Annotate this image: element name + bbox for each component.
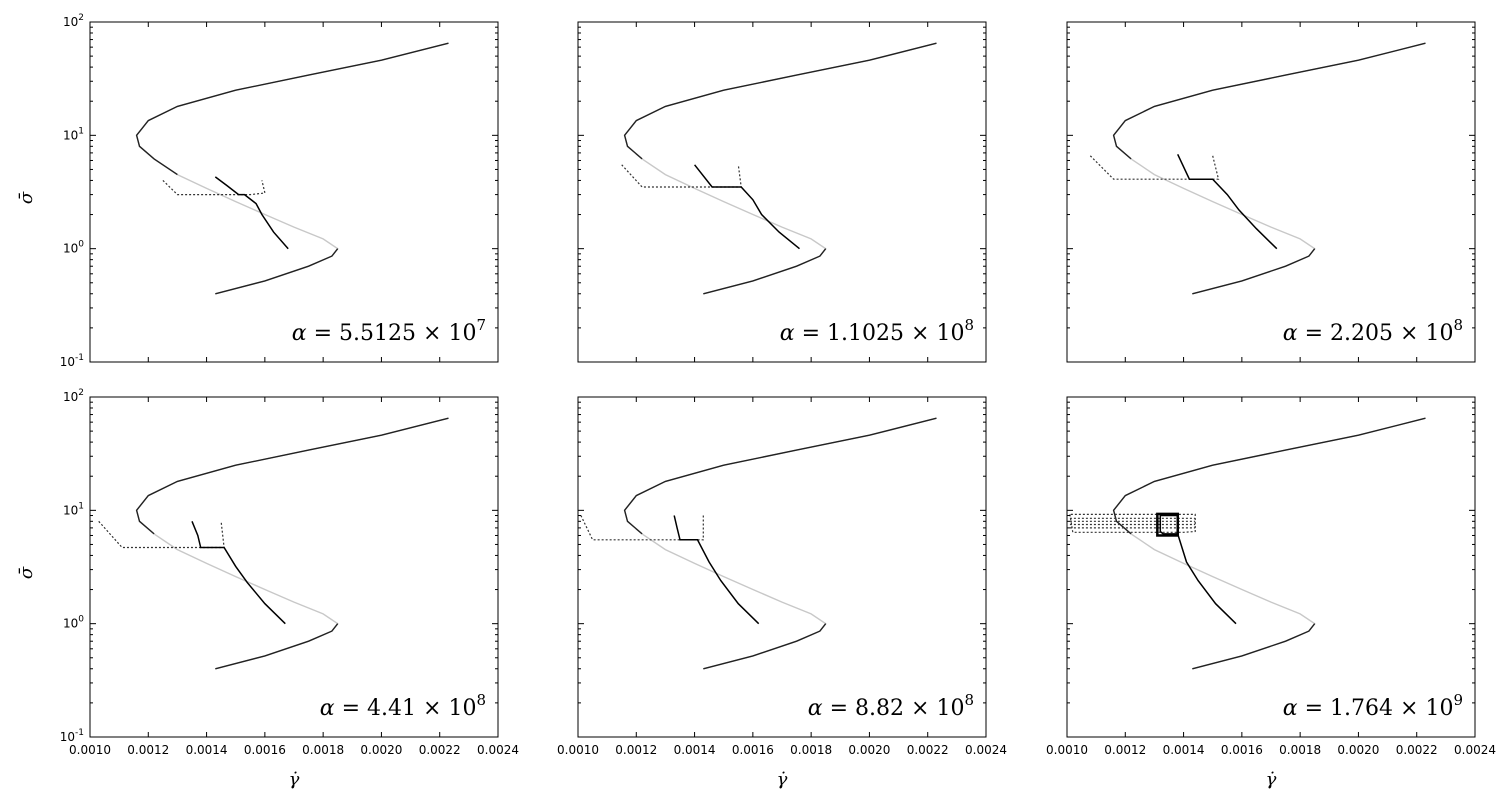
x-tick-label: 0.0018 [302, 743, 344, 757]
solid-trajectory [214, 176, 289, 250]
dotted-trajectory [580, 515, 704, 541]
flow-curve-stable-lower [703, 248, 827, 295]
dotted-trajectory [1089, 155, 1220, 180]
panel-4: 0.0010 0.0012 0.0014 0.0016 0.0018 0.0020 0.00… [16, 388, 519, 790]
flow-curve-stable-upper [1112, 417, 1426, 535]
y-tick-label: 10-1 [60, 728, 84, 744]
x-axis-label: γ̇ [1266, 769, 1277, 790]
x-tick-label: 0.0014 [1163, 743, 1205, 757]
flow-curve-unstable [1112, 417, 1426, 670]
y-tick-label: 102 [63, 13, 84, 29]
alpha-annotation: α = 8.82 × 108 [808, 691, 974, 721]
alpha-annotation: α = 1.764 × 109 [1283, 691, 1463, 721]
x-tick-label: 0.0018 [790, 743, 832, 757]
x-tick-label: 0.0012 [127, 743, 169, 757]
plot-area [621, 42, 937, 295]
axes-frame [89, 21, 499, 363]
x-tick-label: 0.0010 [557, 743, 599, 757]
flow-curve-stable-lower [703, 623, 827, 670]
axes-frame [577, 396, 987, 738]
flow-curve-stable-upper [623, 417, 937, 535]
axes-frame [1066, 21, 1476, 363]
flow-curve-stable-lower [215, 248, 339, 295]
y-tick-label: 100 [63, 615, 84, 631]
alpha-annotation: α = 4.41 × 108 [320, 691, 486, 721]
alpha-annotation: α = 2.205 × 108 [1283, 316, 1463, 346]
plot-area [98, 417, 449, 670]
y-tick-label: 101 [63, 501, 84, 517]
flow-curve-unstable [1112, 42, 1426, 295]
alpha-annotation: α = 1.1025 × 108 [780, 316, 974, 346]
plot-area [135, 42, 449, 295]
panel-1: 10-1 100 101 102 σ̄ α = 5.5125 × 107 [16, 13, 499, 369]
x-tick-label: 0.0024 [965, 743, 1007, 757]
dotted-trajectory [98, 520, 225, 549]
dotted-trajectory [621, 164, 742, 188]
panel-3: α = 2.205 × 108 [1066, 21, 1476, 363]
x-tick-label: 0.0010 [69, 743, 111, 757]
x-tick-label: 0.0020 [848, 743, 890, 757]
solid-trajectory [191, 521, 286, 625]
flow-curve-stable-upper [1112, 42, 1426, 160]
panel-6: 0.0010 0.0012 0.0014 0.0016 0.0018 0.0020 0.00… [1046, 396, 1496, 790]
y-tick-label: 100 [63, 240, 84, 256]
x-tick-label: 0.0016 [1221, 743, 1263, 757]
x-tick-label: 0.0010 [1046, 743, 1088, 757]
flow-curve-unstable [623, 42, 937, 295]
plot-area [580, 417, 937, 670]
x-tick-label: 0.0016 [244, 743, 286, 757]
panel-5: 0.0010 0.0012 0.0014 0.0016 0.0018 0.0020 0.00… [557, 396, 1007, 790]
x-tick-label: 0.0022 [907, 743, 949, 757]
flow-curve-unstable [623, 417, 937, 670]
x-tick-label: 0.0018 [1279, 743, 1321, 757]
x-tick-label: 0.0022 [1396, 743, 1438, 757]
flow-curve-unstable [135, 417, 449, 670]
plot-area [1089, 42, 1426, 295]
panel-2: α = 1.1025 × 108 [577, 21, 987, 363]
flow-curve-stable-upper [135, 42, 449, 176]
x-tick-label: 0.0016 [732, 743, 774, 757]
x-tick-label: 0.0014 [186, 743, 228, 757]
plot-area [1069, 417, 1426, 670]
flow-curve-stable-upper [623, 42, 937, 160]
axes-frame [89, 396, 499, 738]
x-tick-label: 0.0014 [674, 743, 716, 757]
x-axis-label: γ̇ [777, 769, 788, 790]
solid-trajectory [1159, 514, 1237, 625]
flow-curve-unstable [135, 42, 449, 295]
y-tick-label: 102 [63, 388, 84, 404]
x-tick-label: 0.0024 [477, 743, 519, 757]
flow-curve-stable-lower [1192, 623, 1316, 670]
solid-trajectory [694, 164, 800, 250]
dotted-trajectory [1069, 513, 1196, 533]
x-tick-label: 0.0024 [1454, 743, 1496, 757]
y-axis-label: σ̄ [16, 566, 37, 579]
y-tick-label: 10-1 [60, 353, 84, 369]
axes-frame [1066, 396, 1476, 738]
solid-trajectory [673, 515, 760, 625]
x-tick-label: 0.0012 [1104, 743, 1146, 757]
x-tick-label: 0.0020 [360, 743, 402, 757]
flow-curve-stable-lower [215, 623, 339, 670]
solid-trajectory [1177, 153, 1278, 250]
axes-frame [577, 21, 987, 363]
x-tick-label: 0.0012 [615, 743, 657, 757]
flow-curve-stable-lower [1192, 248, 1316, 295]
y-axis-label: σ̄ [16, 191, 37, 204]
y-tick-label: 101 [63, 126, 84, 142]
x-tick-label: 0.0022 [419, 743, 461, 757]
x-tick-label: 0.0020 [1337, 743, 1379, 757]
alpha-annotation: α = 5.5125 × 107 [292, 316, 486, 346]
oscillation-block [1156, 512, 1179, 537]
flow-curve-stable-upper [135, 417, 449, 535]
x-axis-label: γ̇ [289, 769, 300, 790]
